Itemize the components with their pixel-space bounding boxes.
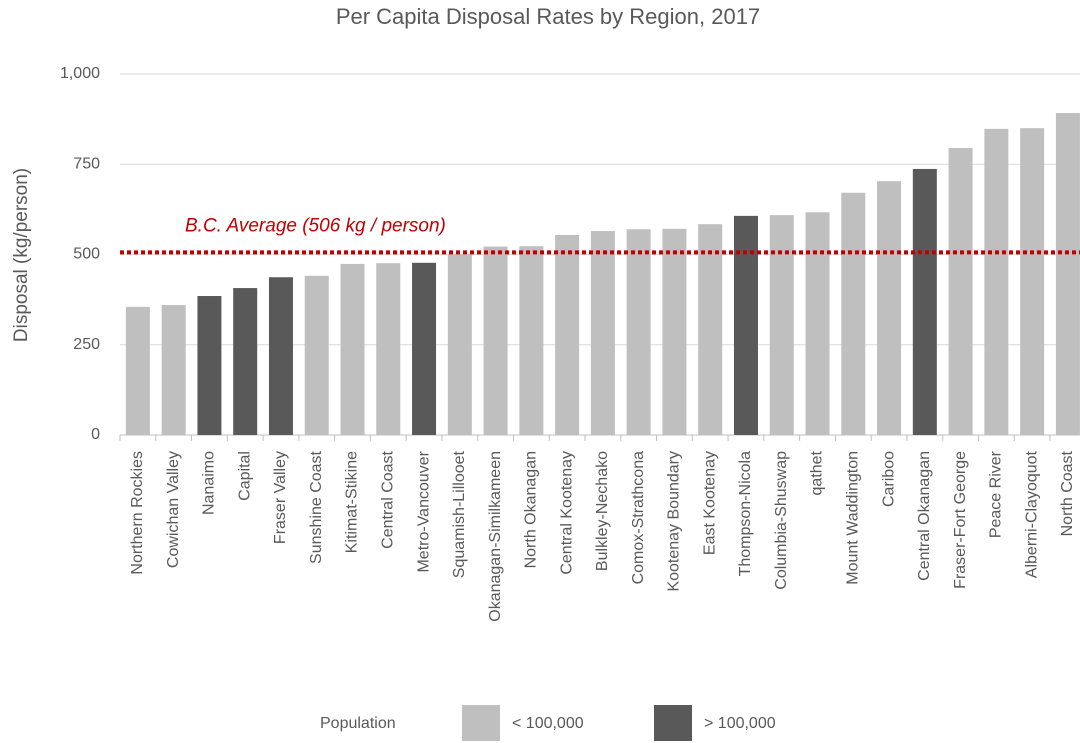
y-tick-label: 750: [73, 155, 100, 172]
x-tick-label: Kootenay Boundary: [666, 451, 683, 592]
bar: [984, 128, 1009, 435]
x-tick-label: Northern Rockies: [129, 451, 146, 575]
legend-title: Population: [320, 715, 396, 732]
x-tick-label: Cariboo: [880, 451, 897, 507]
legend-label: > 100,000: [704, 715, 776, 732]
bar: [877, 181, 902, 435]
bar: [125, 306, 150, 435]
bar: [483, 246, 508, 435]
x-tick-label: Nanaimo: [201, 451, 218, 515]
bar: [1020, 128, 1045, 435]
y-tick-label: 250: [73, 336, 100, 353]
y-tick-label: 0: [91, 426, 100, 443]
x-tick-label: Bulkley-Nechako: [594, 451, 611, 571]
bar: [662, 228, 687, 435]
x-tick-label: North Okanagan: [523, 451, 540, 568]
x-tick-label: qathet: [809, 450, 826, 495]
bar: [519, 246, 544, 435]
bar: [412, 262, 437, 435]
x-tick-label: Peace River: [988, 450, 1005, 538]
x-tick-label: Alberni-Clayoquot: [1023, 450, 1040, 578]
y-axis-title: Disposal (kg/person): [11, 168, 32, 342]
legend-swatch: [654, 705, 692, 741]
x-tick-label: Thompson-Nicola: [737, 451, 754, 576]
x-tick-label: Sunshine Coast: [308, 450, 325, 564]
chart-title: Per Capita Disposal Rates by Region, 201…: [336, 4, 760, 29]
bar: [948, 148, 973, 435]
y-tick-label: 500: [73, 246, 100, 263]
x-tick-label: Comox-Strathcona: [630, 451, 647, 584]
bar: [590, 231, 615, 435]
bar: [304, 275, 329, 435]
x-tick-label: Fraser Valley: [272, 451, 289, 544]
bar: [376, 263, 401, 435]
x-tick-label: Okanagan-Similkameen: [487, 451, 504, 622]
x-tick-label: Mount Waddington: [845, 451, 862, 585]
legend-swatch: [462, 705, 500, 741]
bar: [805, 212, 830, 435]
bar: [841, 192, 866, 435]
x-tick-label: Metro-Vancouver: [415, 450, 432, 572]
x-tick-label: Squamish-Lillooet: [451, 450, 468, 578]
x-tick-label: North Coast: [1059, 450, 1076, 536]
x-tick-label: Central Okanagan: [916, 451, 933, 581]
y-tick-label: 1,000: [60, 65, 100, 82]
x-tick-label: Central Kootenay: [558, 451, 575, 575]
bar: [161, 305, 186, 435]
bar: [233, 288, 258, 435]
x-tick-label: Fraser-Fort George: [952, 451, 969, 589]
bar: [626, 229, 651, 435]
x-tick-label: Kitimat-Stikine: [344, 451, 361, 553]
x-tick-label: Capital: [236, 451, 253, 501]
bar: [268, 277, 293, 435]
bar: [733, 215, 758, 435]
x-tick-label: Columbia-Shuswap: [773, 451, 790, 590]
x-tick-label: Central Coast: [379, 450, 396, 548]
x-tick-label: East Kootenay: [701, 451, 718, 555]
bar: [340, 263, 365, 435]
legend-label: < 100,000: [512, 715, 584, 732]
bar: [698, 224, 723, 435]
bar: [912, 168, 937, 435]
bar: [1055, 112, 1080, 435]
reference-label: B.C. Average (506 kg / person): [185, 215, 446, 236]
bar: [555, 235, 580, 435]
bar: [769, 215, 794, 435]
x-tick-label: Cowichan Valley: [165, 451, 182, 568]
bar: [447, 254, 472, 435]
bar: [197, 296, 222, 435]
